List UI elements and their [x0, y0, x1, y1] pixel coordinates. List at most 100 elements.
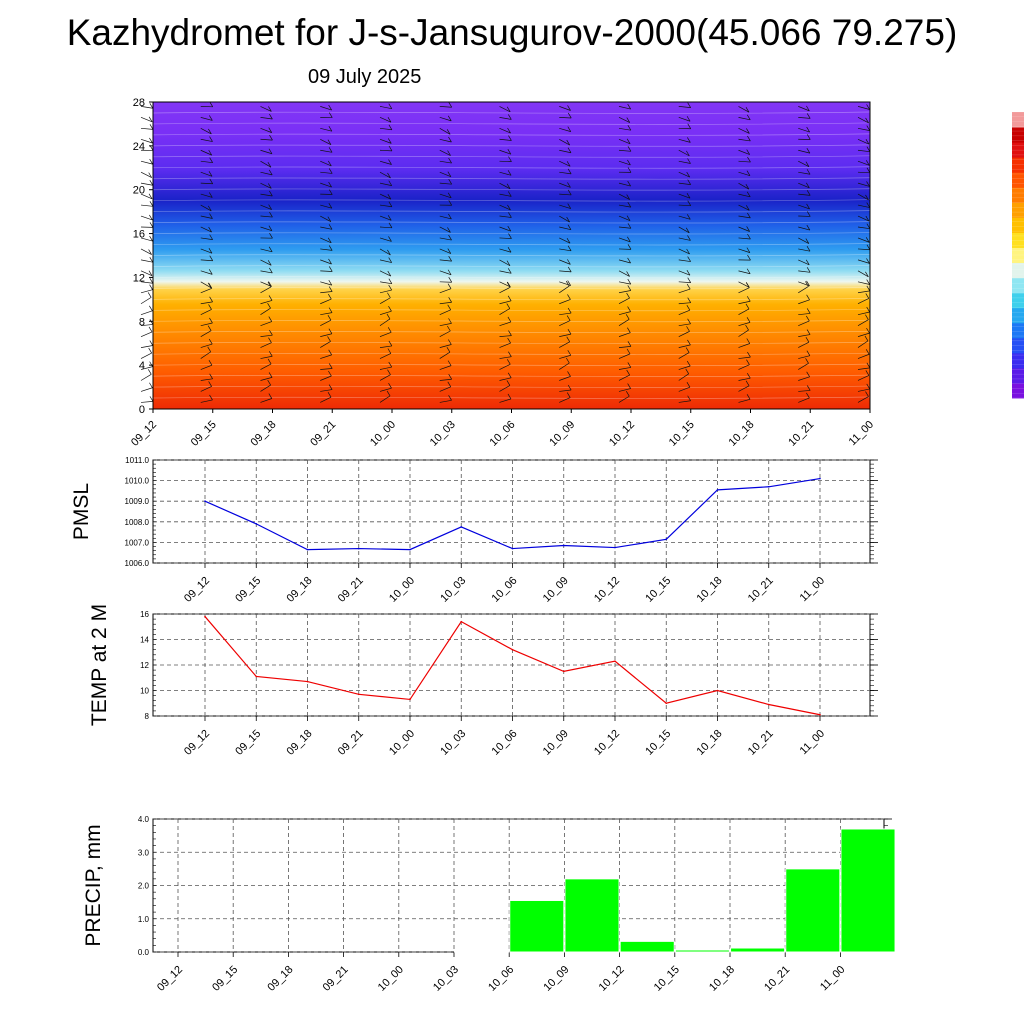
wind-barb-flag — [566, 336, 571, 342]
wind-barb — [738, 281, 750, 288]
wind-barb — [618, 117, 630, 123]
wind-barb — [857, 138, 870, 145]
wind-barb-flag — [865, 160, 870, 166]
wind-barb-flag — [567, 203, 572, 209]
wind-barb-flag — [149, 214, 153, 221]
wind-barb — [857, 388, 870, 392]
x-tick-label: 10_15 — [667, 419, 697, 449]
wind-barb — [320, 204, 332, 209]
wind-barb — [499, 171, 512, 176]
wind-barb — [738, 398, 751, 403]
wind-barb-flag — [627, 278, 632, 285]
wind-barb-flag — [508, 156, 512, 162]
wind-barb — [200, 309, 212, 316]
wind-barb-flag — [386, 313, 391, 320]
wind-barb-flag — [447, 381, 452, 387]
wind-barb-flag — [745, 282, 750, 288]
wind-barb-flag — [508, 114, 512, 120]
wind-barb-flag — [388, 382, 392, 389]
wind-barb-flag — [627, 103, 631, 110]
wind-barb-flag — [627, 201, 632, 208]
wind-barb-flag — [687, 297, 692, 303]
wind-barb-flag — [866, 104, 870, 110]
wind-barb — [140, 324, 153, 327]
wind-barb — [738, 248, 751, 253]
wind-barb-flag — [328, 266, 333, 272]
precip-bar — [509, 899, 565, 953]
wind-barb-flag — [327, 391, 332, 398]
wind-barb-flag — [627, 125, 632, 131]
precip-bar — [454, 950, 510, 953]
wind-barb-flag — [269, 190, 273, 197]
wind-barb — [857, 248, 870, 251]
wind-barb — [379, 193, 392, 200]
wind-barb — [320, 319, 332, 326]
wind-barb — [260, 127, 272, 133]
wind-barb-flag — [685, 368, 689, 374]
data-point — [255, 523, 258, 525]
wind-barb-flag — [327, 216, 332, 222]
wind-barb — [140, 138, 153, 144]
wind-barb-flag — [507, 204, 511, 211]
wind-barb-flag — [149, 305, 153, 311]
wind-barb — [140, 204, 153, 207]
contour-line — [152, 166, 871, 169]
wind-barb-flag — [327, 293, 332, 300]
contour-line — [152, 396, 871, 399]
wind-barb-flag — [387, 348, 392, 354]
contour-line — [152, 199, 871, 202]
wind-barb — [798, 320, 810, 326]
wind-barb-flag — [506, 183, 511, 189]
wind-barb-flag — [149, 340, 154, 346]
wind-barb — [379, 106, 392, 110]
wind-barb — [857, 226, 870, 230]
wind-barb-flag — [627, 341, 632, 347]
wind-barb-flag — [567, 328, 572, 335]
wind-barb-flag — [506, 106, 511, 113]
wind-barb-flag — [685, 347, 690, 353]
wind-barb — [857, 298, 869, 305]
wind-barb-flag — [387, 215, 392, 221]
wind-barb — [320, 226, 333, 230]
colorbar-swatch — [1012, 352, 1024, 369]
wind-barb — [200, 149, 212, 156]
wind-barb — [499, 117, 512, 120]
wind-barb — [320, 354, 332, 359]
wind-barb-flag — [745, 303, 750, 310]
wind-barb-flag — [387, 249, 391, 256]
wind-barb-flag — [328, 384, 333, 390]
wind-barb — [439, 117, 452, 122]
wind-barb-flag — [806, 224, 811, 231]
wind-barb-flag — [687, 256, 691, 262]
wind-barb-flag — [627, 223, 632, 229]
wind-barb-flag — [386, 390, 391, 397]
wind-barb — [798, 390, 811, 392]
wind-barb-flag — [506, 359, 511, 365]
wind-barb — [798, 248, 811, 252]
x-tick-label: 10_00 — [387, 728, 417, 758]
y-tick-label: 28 — [133, 97, 145, 109]
wind-barb — [559, 138, 570, 146]
data-point — [306, 548, 309, 551]
wind-barb-flag — [686, 326, 690, 332]
wind-barb — [200, 330, 212, 337]
wind-barb-flag — [865, 370, 870, 376]
wind-barb-flag — [627, 362, 632, 368]
wind-barb — [559, 182, 571, 188]
wind-barb — [618, 106, 631, 110]
wind-barb-flag — [626, 215, 631, 221]
wind-barb — [439, 215, 452, 220]
y-tick-label: 1007.0 — [125, 538, 150, 547]
wind-barb-flag — [149, 284, 153, 290]
wind-barb — [559, 312, 572, 316]
wind-barb-flag — [149, 222, 154, 228]
x-tick-label: 09_15 — [233, 728, 263, 758]
precip-bar — [674, 949, 730, 953]
wind-barb — [379, 310, 392, 316]
colorbar-swatch — [1012, 157, 1024, 173]
wind-barb-flag — [328, 189, 333, 195]
wind-barb-flag — [328, 307, 333, 313]
wind-barb — [260, 106, 272, 112]
wind-barb-flag — [447, 150, 451, 156]
wind-barb — [857, 319, 869, 326]
